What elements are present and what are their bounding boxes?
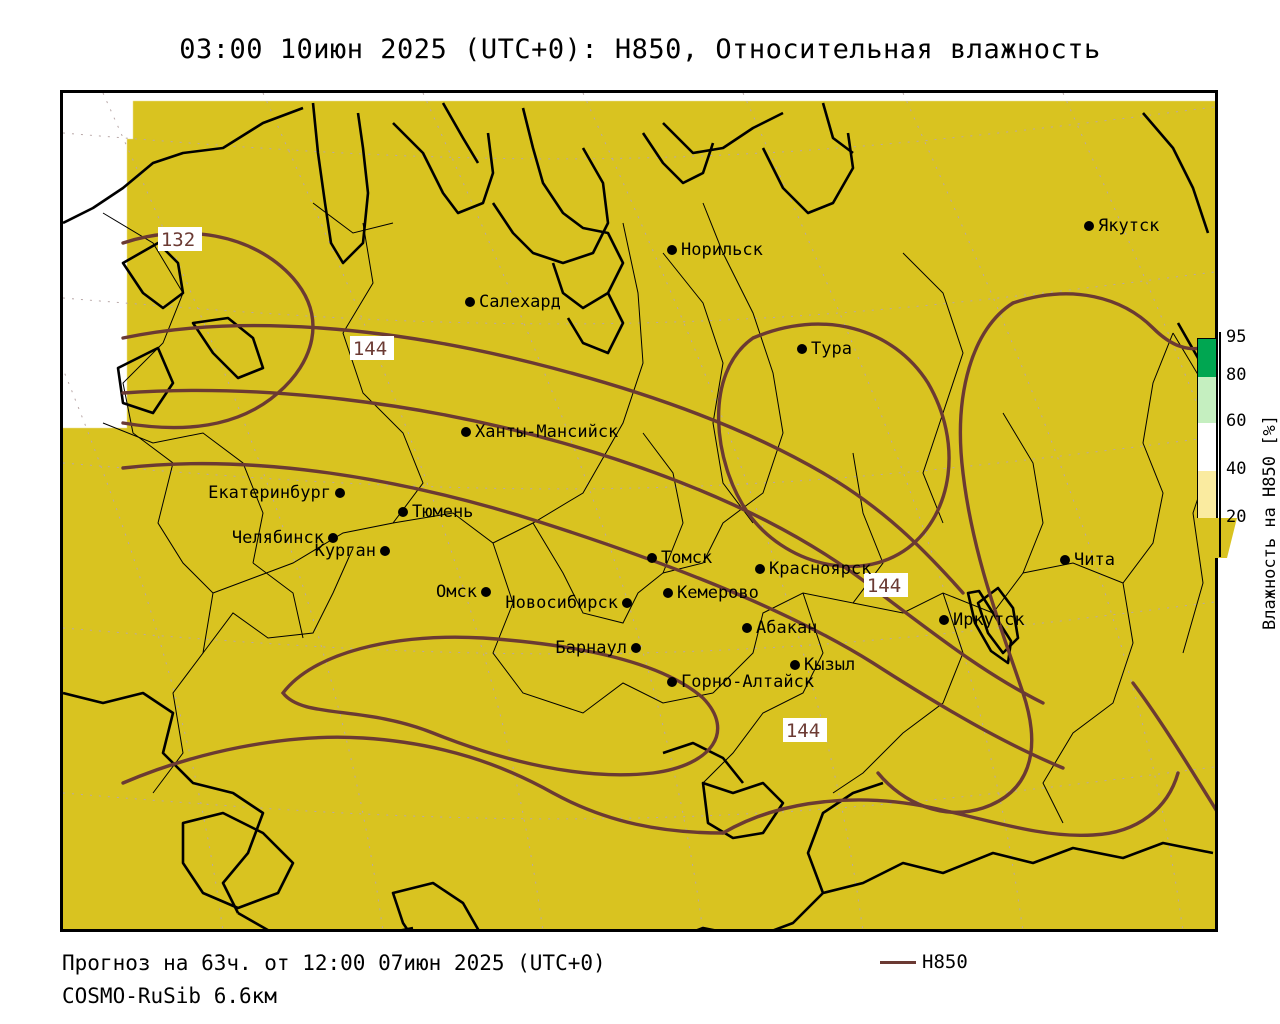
colorbar-segment — [1198, 471, 1216, 519]
forecast-info-line: Прогноз на 63ч. от 12:00 07июн 2025 (UTC… — [62, 951, 606, 975]
colorbar-segment — [1198, 339, 1216, 377]
colorbar-arrow-icon — [1197, 518, 1237, 558]
colorbar-axis-title-text: Влажность на H850 [%] — [1260, 415, 1280, 630]
colorbar-gradient — [1197, 338, 1217, 519]
colorbar-tick-95: 95 — [1226, 327, 1247, 347]
colorbar-tick-20: 20 — [1226, 507, 1247, 527]
colorbar-axis-line — [1219, 332, 1221, 557]
weather-map: 132 144 144 144 Якутск Норильск Салехард Тура Ха… — [60, 90, 1218, 932]
map-raster — [63, 93, 1215, 929]
legend-h850: H850 — [880, 951, 968, 973]
colorbar — [1197, 338, 1237, 558]
model-info-line: COSMO-RuSib 6.6км — [62, 984, 277, 1008]
colorbar-segment — [1198, 423, 1216, 471]
colorbar-tick-60: 60 — [1226, 411, 1247, 431]
colorbar-segment — [1198, 377, 1216, 423]
colorbar-axis-title: Влажность на H850 [%] — [1238, 330, 1280, 630]
colorbar-tick-40: 40 — [1226, 459, 1247, 479]
legend-h850-label: H850 — [922, 951, 968, 973]
legend-line-swatch — [880, 960, 916, 964]
colorbar-tick-80: 80 — [1226, 365, 1247, 385]
page-title: 03:00 10июн 2025 (UTC+0): H850, Относите… — [179, 34, 1101, 65]
